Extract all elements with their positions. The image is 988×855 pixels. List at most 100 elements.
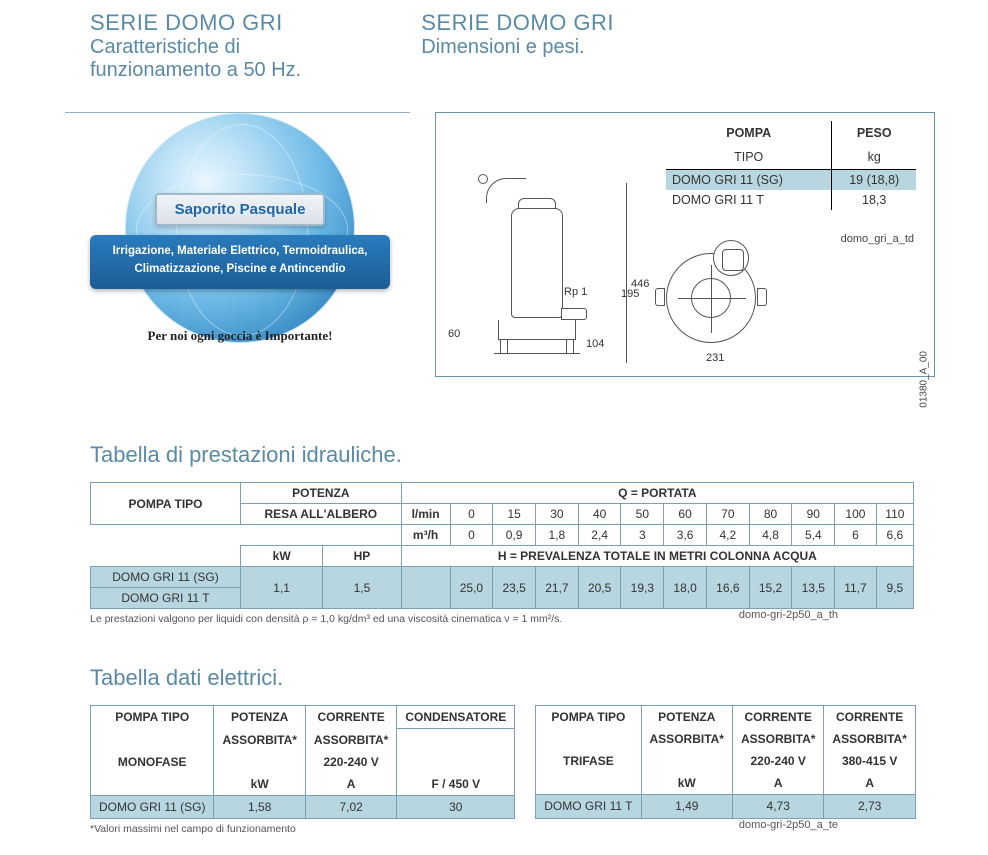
elec-m-a: 7,02 [305,795,396,818]
hyd-model-1: DOMO GRI 11 (SG) [91,567,241,588]
hyd-lmin-6: 70 [706,504,749,525]
elec-m-h-cor: CORRENTE [305,706,396,729]
hyd-lmin-0: 0 [450,504,493,525]
pump-side-schematic: 60 Rp 1 104 [456,178,616,368]
dimension-panel: POMPA PESO TIPO kg DOMO GRI 11 (SG) 19 (… [435,112,935,377]
hyd-lmin-7: 80 [749,504,792,525]
elec-m-h-mono: MONOFASE [91,751,214,773]
wt-h-peso: PESO [832,121,916,145]
hyd-lmin-9: 100 [835,504,877,525]
wt-h-kg: kg [832,145,916,170]
hyd-m3h-6: 4,2 [706,525,749,546]
elec-table-tri: POMPA TIPO POTENZA CORRENTE CORRENTE ASS… [535,705,916,819]
hyd-m3h-10: 6,6 [876,525,913,546]
elec-t-h-a1: A [732,772,823,795]
wt-h-pompa: POMPA [666,121,832,145]
elec-m-h-pompa: POMPA TIPO [91,706,214,729]
hyd-lmin-8: 90 [792,504,835,525]
elec-t-a1: 4,73 [732,795,823,818]
plan-nub-right-icon [757,288,767,306]
weight-table: POMPA PESO TIPO kg DOMO GRI 11 (SG) 19 (… [666,121,916,210]
elec-t-h-ass1: ASSORBITA* [641,728,732,750]
wt-row-1-kg: 18,3 [832,190,916,210]
hyd-h-resa: RESA ALL'ALBERO [241,504,402,525]
elec-m-kw: 1,58 [214,795,305,818]
dim-60: 60 [448,328,460,340]
elec-m-h-cond: CONDENSATORE [397,706,515,729]
hyd-lmin-4: 50 [621,504,664,525]
hyd-m3h-3: 2,4 [578,525,621,546]
elec-t-h-cor2: CORRENTE [824,706,915,729]
hyd-h-pompa: POMPA TIPO [91,483,241,525]
pump-body-icon [511,208,563,318]
hyd-m3h-0: 0 [450,525,493,546]
elec-t-h-380: 380-415 V [824,750,915,772]
company-ribbon: Irrigazione, Materiale Elettrico, Termoi… [90,235,390,289]
hyd-h-h: H = PREVALENZA TOTALE IN METRI COLONNA A… [401,546,913,567]
hyd-m3h-8: 5,4 [792,525,835,546]
hyd-v-7: 15,2 [749,567,792,609]
elec-t-h-220: 220-240 V [732,750,823,772]
series-sub-left-1: Caratteristiche di [90,36,301,59]
hyd-footnote: Le prestazioni valgono per liquidi con d… [90,613,562,625]
company-logo-graphic: Saporito Pasquale Irrigazione, Materiale… [65,112,410,392]
page-container: SERIE DOMO GRI Caratteristiche di funzio… [0,10,988,835]
series-title-left: SERIE DOMO GRI [90,10,301,36]
elec-t-h-pompa: POMPA TIPO [536,706,641,729]
hyd-h-potenza: POTENZA [241,483,402,504]
elec-t-h-ass2: ASSORBITA* [732,728,823,750]
hyd-code: domo-gri-2p50_a_th [739,609,838,621]
panel-code: domo_gri_a_td [841,233,914,245]
series-sub-right: Dimensioni e pesi. [421,36,614,59]
hyd-v-1: 23,5 [493,567,536,609]
hyd-v-5: 18,0 [664,567,707,609]
elec-m-model: DOMO GRI 11 (SG) [91,795,214,818]
hyd-lmin-5: 60 [664,504,707,525]
hyd-m3h-4: 3 [621,525,664,546]
elec-t-h-ass3: ASSORBITA* [824,728,915,750]
hyd-h-hp: HP [323,546,401,567]
elec-t-model: DOMO GRI 11 T [536,795,641,818]
plan-circle-sm-icon [713,240,749,276]
header-row: SERIE DOMO GRI Caratteristiche di funzio… [90,10,948,82]
elec-t-h-a2: A [824,772,915,795]
hyd-m3h-2: 1,8 [536,525,579,546]
ribbon-line-1: Irrigazione, Materiale Elettrico, Termoi… [96,243,384,261]
hyd-v-9: 11,7 [835,567,877,609]
dim-arrow-446 [626,183,627,363]
elec-m-c: 30 [397,795,515,818]
hyd-lmin-3: 40 [578,504,621,525]
elec-t-a2: 2,73 [824,795,915,818]
hyd-hp: 1,5 [323,567,401,609]
elec-m-h-f450: F / 450 V [397,773,515,796]
hyd-v-8: 13,5 [792,567,835,609]
hyd-model-2: DOMO GRI 11 T [91,588,241,609]
hyd-lmin-10: 110 [876,504,913,525]
hyd-v-0: 25,0 [450,567,493,609]
pump-feet-icon [494,340,580,354]
elec-t-h-tri: TRIFASE [536,750,641,772]
series-title-right: SERIE DOMO GRI [421,10,614,36]
hyd-m3h-7: 4,8 [749,525,792,546]
hydraulic-table: POMPA TIPO POTENZA Q = PORTATA RESA ALL'… [90,482,914,609]
pump-base-icon [498,320,576,340]
hyd-h-lmin: l/min [401,504,450,525]
hyd-h-kw: kW [241,546,323,567]
electrical-tables-row: POMPA TIPO POTENZA CORRENTE CONDENSATORE… [90,705,948,819]
elec-footnote: *Valori massimi nel campo di funzionamen… [90,823,296,835]
dim-rp1: Rp 1 [564,286,587,298]
dim-195: 195 [621,288,639,300]
elec-t-h-kw: kW [641,772,732,795]
hyd-lmin-2: 30 [536,504,579,525]
elec-m-h-kw: kW [214,773,305,796]
hyd-kw: 1,1 [241,567,323,609]
plan-center-icon [691,278,731,318]
hyd-v-2: 21,7 [536,567,579,609]
hyd-v-6: 16,6 [706,567,749,609]
hyd-m3h-1: 0,9 [493,525,536,546]
elec-table-mono: POMPA TIPO POTENZA CORRENTE CONDENSATORE… [90,705,515,819]
company-name-plate: Saporito Pasquale [155,193,325,226]
elec-m-h-ass1: ASSORBITA* [214,729,305,751]
mid-row: Saporito Pasquale Irrigazione, Materiale… [65,112,948,392]
ribbon-line-2: Climatizzazione, Piscine e Antincendio [96,261,384,279]
